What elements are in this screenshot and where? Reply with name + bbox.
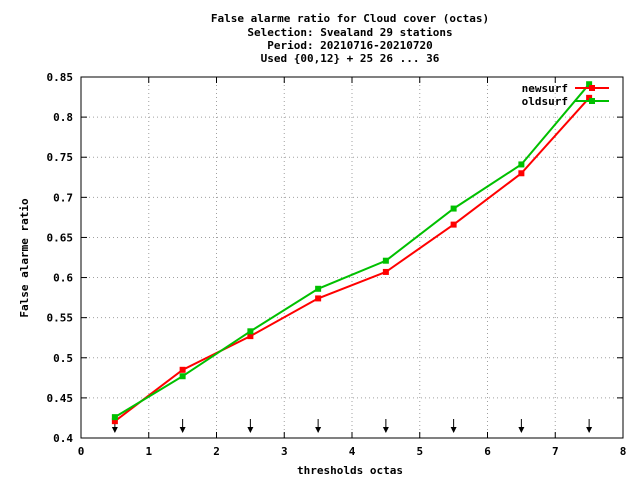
threshold-arrow-head bbox=[179, 427, 186, 433]
y-tick-label: 0.7 bbox=[53, 191, 73, 204]
chart-title-line-3: Period: 20210716-20210720 bbox=[267, 39, 433, 52]
x-tick-label: 7 bbox=[552, 445, 559, 458]
chart-title-line-2: Selection: Svealand 29 stations bbox=[247, 26, 452, 39]
x-tick-label: 8 bbox=[620, 445, 627, 458]
y-tick-label: 0.55 bbox=[47, 312, 74, 325]
threshold-arrow-head bbox=[382, 427, 389, 433]
data-point-newsurf bbox=[111, 418, 118, 425]
legend-marker-oldsurf bbox=[589, 98, 595, 104]
threshold-arrow-head bbox=[518, 427, 525, 433]
data-point-oldsurf bbox=[586, 81, 593, 88]
series-line-oldsurf bbox=[114, 83, 590, 418]
data-point-newsurf bbox=[247, 333, 254, 340]
y-tick-label: 0.4 bbox=[53, 432, 73, 445]
x-tick-label: 4 bbox=[349, 445, 356, 458]
tick-labels: 0 1 2 3 4 5 6 7 8 0.4 0.45 0.5 0.55 0.6 0.65 0.7 0.75 0.8… bbox=[47, 71, 627, 458]
data-series bbox=[111, 81, 593, 425]
data-point-newsurf bbox=[518, 170, 525, 177]
legend-label-newsurf: newsurf bbox=[522, 82, 568, 95]
data-point-oldsurf bbox=[247, 328, 254, 335]
y-tick-label: 0.6 bbox=[53, 272, 73, 285]
threshold-arrow-head bbox=[247, 427, 254, 433]
y-tick-label: 0.45 bbox=[47, 392, 74, 405]
y-tick-label: 0.8 bbox=[53, 111, 73, 124]
y-axis-label: False alarme ratio bbox=[18, 198, 31, 318]
data-point-oldsurf bbox=[518, 161, 525, 168]
axes bbox=[80, 76, 624, 439]
x-tick-label: 0 bbox=[78, 445, 85, 458]
series-line-newsurf bbox=[114, 97, 590, 422]
grid-lines bbox=[81, 77, 623, 438]
data-point-newsurf bbox=[179, 366, 186, 373]
x-tick-label: 6 bbox=[484, 445, 491, 458]
chart-title-line-4: Used {00,12} + 25 26 ... 36 bbox=[261, 52, 440, 65]
x-tick-label: 1 bbox=[145, 445, 152, 458]
data-point-newsurf bbox=[450, 221, 457, 228]
y-tick-label: 0.85 bbox=[47, 71, 74, 84]
threshold-arrow-head bbox=[315, 427, 322, 433]
data-point-oldsurf bbox=[382, 257, 389, 264]
data-point-oldsurf bbox=[111, 414, 118, 421]
threshold-arrow-head bbox=[450, 427, 457, 433]
x-tick-label: 5 bbox=[416, 445, 423, 458]
x-tick-label: 3 bbox=[281, 445, 288, 458]
y-tick-label: 0.65 bbox=[47, 231, 74, 244]
y-tick-label: 0.5 bbox=[53, 352, 73, 365]
data-point-oldsurf bbox=[179, 373, 186, 380]
data-point-oldsurf bbox=[315, 285, 322, 292]
legend-marker-newsurf bbox=[589, 85, 595, 91]
legend-label-oldsurf: oldsurf bbox=[522, 95, 568, 108]
threshold-arrow-head bbox=[586, 427, 593, 433]
chart-title: False alarme ratio for Cloud cover (octa… bbox=[211, 12, 489, 65]
chart-title-line-1: False alarme ratio for Cloud cover (octa… bbox=[211, 12, 489, 25]
x-axis-label: thresholds octas bbox=[297, 464, 403, 477]
data-point-oldsurf bbox=[450, 205, 457, 212]
threshold-markers bbox=[111, 419, 593, 433]
threshold-arrow-head bbox=[111, 427, 118, 433]
x-tick-label: 2 bbox=[213, 445, 220, 458]
data-point-newsurf bbox=[382, 268, 389, 275]
y-tick-label: 0.75 bbox=[47, 151, 74, 164]
data-point-newsurf bbox=[315, 295, 322, 302]
data-point-newsurf bbox=[586, 94, 593, 101]
